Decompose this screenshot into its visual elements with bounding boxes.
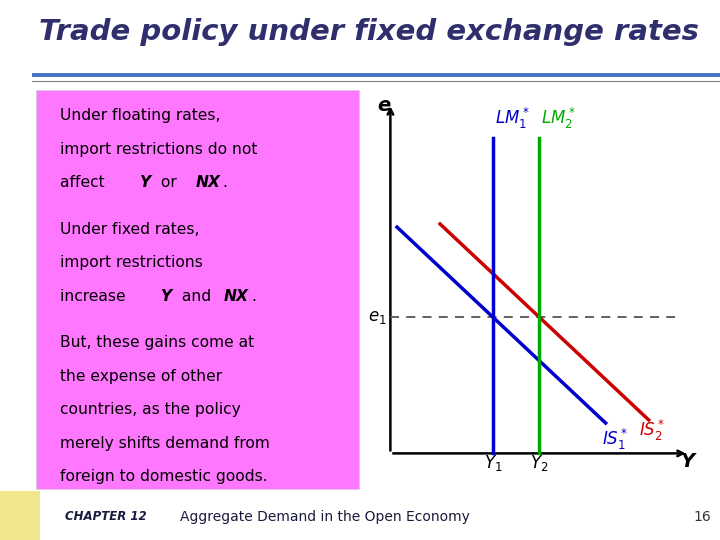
Text: $IS_1^*$: $IS_1^*$ [603, 427, 629, 452]
Text: import restrictions: import restrictions [60, 255, 203, 270]
Text: Aggregate Demand in the Open Economy: Aggregate Demand in the Open Economy [180, 510, 470, 524]
Text: increase: increase [60, 289, 130, 303]
Text: foreign to domestic goods.: foreign to domestic goods. [60, 469, 268, 484]
Text: Y: Y [160, 289, 171, 303]
Text: Y: Y [681, 451, 695, 471]
Text: But, these gains come at: But, these gains come at [60, 335, 254, 350]
Text: Trade policy under fixed exchange rates: Trade policy under fixed exchange rates [40, 18, 699, 46]
Text: 16: 16 [693, 510, 711, 524]
Text: Under fixed rates,: Under fixed rates, [60, 222, 199, 237]
Text: or: or [156, 175, 181, 190]
FancyBboxPatch shape [36, 90, 359, 489]
Text: NX: NX [223, 289, 248, 303]
FancyBboxPatch shape [0, 491, 40, 540]
Text: e: e [377, 96, 390, 114]
Text: merely shifts demand from: merely shifts demand from [60, 436, 270, 451]
Text: $e_1$: $e_1$ [368, 308, 387, 326]
Text: .: . [251, 289, 256, 303]
Text: $LM_1^*$: $LM_1^*$ [495, 106, 529, 131]
Text: affect: affect [60, 175, 109, 190]
Text: $Y_1$: $Y_1$ [484, 453, 503, 473]
Text: $Y_2$: $Y_2$ [530, 453, 549, 473]
Text: Under floating rates,: Under floating rates, [60, 108, 220, 123]
Text: NX: NX [195, 175, 220, 190]
Text: .: . [223, 175, 228, 190]
Text: import restrictions do not: import restrictions do not [60, 141, 257, 157]
Text: countries, as the policy: countries, as the policy [60, 402, 240, 417]
Text: Y: Y [139, 175, 150, 190]
Text: $LM_2^*$: $LM_2^*$ [541, 106, 576, 131]
Text: CHAPTER 12: CHAPTER 12 [65, 510, 146, 523]
Text: $IS_2^*$: $IS_2^*$ [639, 417, 665, 443]
Text: the expense of other: the expense of other [60, 369, 222, 384]
Text: and: and [177, 289, 216, 303]
